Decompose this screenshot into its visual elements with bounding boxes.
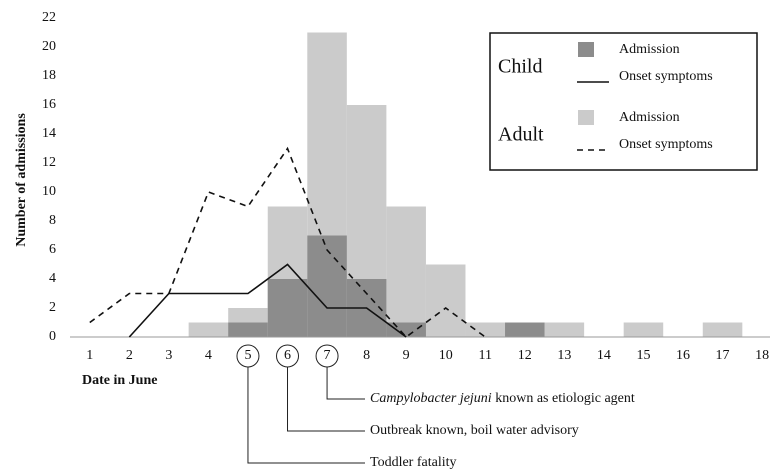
y-tick-label: 10 [42, 184, 56, 199]
x-axis-title: Date in June [82, 373, 157, 388]
y-tick-label: 20 [42, 39, 56, 54]
line [89, 146, 486, 339]
legend-label: Admission [619, 42, 680, 57]
y-tick-label: 6 [49, 242, 56, 257]
bar [425, 264, 466, 337]
x-tick-label: 9 [403, 348, 410, 363]
annotation: Toddler fatality [370, 455, 457, 470]
x-tick-label: 7 [324, 348, 331, 363]
legend-label: Admission [619, 110, 680, 125]
bar [465, 322, 506, 337]
y-tick-label: 8 [49, 213, 56, 228]
y-tick-label: 14 [42, 126, 56, 141]
x-tick-label: 4 [205, 348, 212, 363]
x-tick-label: 14 [597, 348, 611, 363]
annotation-part: known as etiologic agent [492, 391, 635, 406]
annotation-part: Campylobacter jejuni [370, 391, 492, 406]
legend-label: Onset symptoms [619, 69, 713, 84]
annotation-part: Outbreak known, boil water advisory [370, 423, 579, 438]
bar [386, 322, 426, 337]
bar [228, 322, 268, 337]
y-tick-label: 16 [42, 97, 56, 112]
x-tick-label: 16 [676, 348, 690, 363]
x-tick-label: 12 [518, 348, 532, 363]
y-tick-label: 22 [42, 10, 56, 25]
y-tick-label: 4 [49, 271, 56, 286]
x-tick-label: 3 [165, 348, 172, 363]
legend-group: Child [498, 56, 542, 78]
bar [307, 235, 347, 337]
x-tick-label: 6 [284, 348, 291, 363]
bar [505, 322, 545, 337]
x-tick-label: 17 [716, 348, 730, 363]
x-tick-label: 5 [244, 348, 251, 363]
bar [702, 322, 743, 337]
line [128, 263, 407, 338]
bar [544, 322, 585, 337]
legend-box [489, 32, 758, 171]
legend-group: Adult [498, 124, 544, 146]
x-tick-label: 10 [439, 348, 453, 363]
x-tick-label: 2 [126, 348, 133, 363]
x-tick-label: 18 [755, 348, 769, 363]
x-tick-label: 15 [636, 348, 650, 363]
annotation-leader [247, 367, 365, 464]
x-tick-label: 13 [557, 348, 571, 363]
annotation-part: Toddler fatality [370, 455, 457, 470]
legend-swatch [578, 42, 594, 57]
y-tick-label: 12 [42, 155, 56, 170]
x-tick-label: 1 [86, 348, 93, 363]
annotation-leader [287, 367, 365, 432]
y-tick-label: 0 [49, 329, 56, 344]
y-tick-label: 2 [49, 300, 56, 315]
bar [623, 322, 664, 337]
legend-swatch [578, 110, 594, 125]
bar [267, 279, 308, 337]
bar [386, 206, 426, 337]
legend-label: Onset symptoms [619, 137, 713, 152]
x-tick-label: 11 [479, 348, 492, 363]
y-tick-label: 18 [42, 68, 56, 83]
bar [188, 322, 229, 337]
annotation-leader [326, 367, 365, 400]
x-tick-label: 8 [363, 348, 370, 363]
annotation: Campylobacter jejuni known as etiologic … [370, 391, 635, 406]
y-axis-title: Number of admissions [14, 113, 29, 247]
annotation: Outbreak known, boil water advisory [370, 423, 579, 438]
